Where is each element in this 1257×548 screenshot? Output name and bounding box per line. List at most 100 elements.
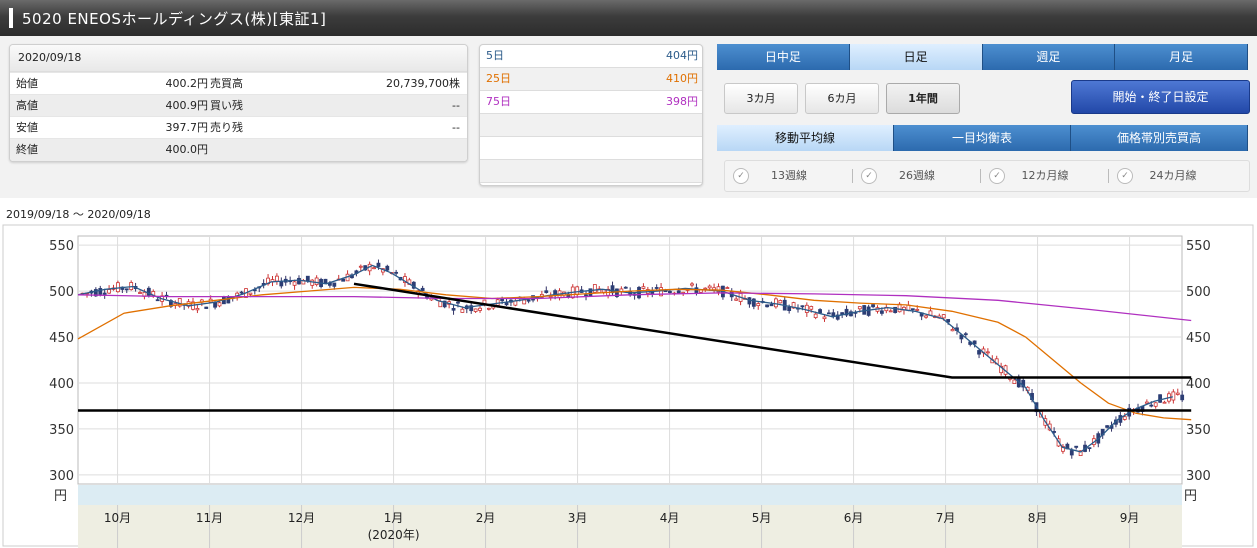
indicator-tabs: 移動平均線 一目均衡表 価格帯別売買高 xyxy=(717,125,1248,151)
y-tick-label: 450 xyxy=(49,331,74,346)
range-button[interactable]: 1年間 xyxy=(886,83,960,114)
x-tick-label: 2月 xyxy=(476,511,496,525)
candle-body xyxy=(486,307,491,310)
page-title: 5020 ENEOSホールディングス(株)[東証1] xyxy=(22,10,327,28)
tab-period[interactable]: 日足 xyxy=(849,44,983,70)
candle-body xyxy=(871,304,875,308)
candle-body xyxy=(155,299,160,302)
set-date-range-button[interactable]: 開始・終了日設定 xyxy=(1071,80,1250,114)
price-date: 2020/09/18 xyxy=(10,45,467,72)
candle-body xyxy=(999,365,1004,374)
candle-body xyxy=(592,284,597,293)
candle-body xyxy=(98,288,103,295)
candle-body xyxy=(946,319,951,323)
ma-line xyxy=(77,286,1192,421)
candle-body xyxy=(575,286,580,296)
candle-body xyxy=(526,299,531,302)
month-axis-band xyxy=(78,505,1182,548)
chart-date-range: 2019/09/18 〜 2020/09/18 xyxy=(6,208,151,221)
x-tick-label: 4月 xyxy=(660,511,680,525)
candle-body xyxy=(544,290,549,293)
ma-row: 75日 398円 xyxy=(480,91,702,114)
ma-value: 398円 xyxy=(666,95,698,108)
candle-body xyxy=(893,306,898,313)
candle-body xyxy=(822,316,827,320)
tab-indicator[interactable]: 一目均衡表 xyxy=(894,125,1071,151)
ma-row-empty xyxy=(480,137,702,160)
candle-body xyxy=(1180,394,1185,401)
x-tick-label: 7月 xyxy=(936,511,956,525)
range-button[interactable]: 6カ月 xyxy=(805,83,879,114)
week-line-checkbox[interactable]: ✓ 24カ月線 xyxy=(1109,161,1237,191)
moving-average-card: 5日 404円 25日 410円 75日 398円 xyxy=(479,44,703,186)
candle-body xyxy=(248,292,253,295)
x-tick-label: 8月 xyxy=(1028,511,1048,525)
price-row: 高値 400.9円 買い残 -- xyxy=(10,94,467,117)
candle-body xyxy=(690,283,694,286)
y-tick-label: 550 xyxy=(49,239,74,254)
candle-body xyxy=(1061,446,1065,452)
y-tick-label: 400 xyxy=(49,377,74,392)
week-line-label: 26週線 xyxy=(899,169,935,182)
candle-body xyxy=(827,312,831,315)
price-value: 20,739,700株 xyxy=(386,77,460,90)
candle-body xyxy=(924,315,928,318)
week-line-checkbox[interactable]: ✓ 26週線 xyxy=(853,161,981,191)
candle-body xyxy=(305,275,310,282)
y-tick-label: 500 xyxy=(1186,285,1211,300)
divider xyxy=(980,169,981,183)
candle-body xyxy=(341,278,346,282)
candle-body xyxy=(107,289,111,294)
x-tick-label: 6月 xyxy=(844,511,864,525)
candle-body xyxy=(1162,401,1167,404)
candle-body xyxy=(385,265,390,271)
candle-body xyxy=(358,265,363,268)
candle-body xyxy=(879,310,884,314)
candle-body xyxy=(615,288,619,297)
candle-body xyxy=(835,314,840,320)
price-label: 安値 xyxy=(16,121,38,134)
candle-body xyxy=(963,333,968,336)
title-bar: 5020 ENEOSホールディングス(株)[東証1] xyxy=(0,0,1257,36)
range-button[interactable]: 3カ月 xyxy=(724,83,798,114)
candle-body xyxy=(522,299,527,305)
candle-body xyxy=(420,287,425,291)
tab-period[interactable]: 月足 xyxy=(1115,44,1248,70)
candle-body xyxy=(372,267,376,270)
candle-body xyxy=(1158,394,1163,403)
x-tick-label: 1月 xyxy=(384,511,404,525)
candle-body xyxy=(1074,445,1079,448)
candle-body xyxy=(734,298,739,301)
candle-body xyxy=(774,298,778,308)
candle-body xyxy=(292,281,297,286)
candle-body xyxy=(310,279,315,286)
candle-body xyxy=(809,306,814,310)
candle-body xyxy=(116,282,120,293)
tab-period[interactable]: 週足 xyxy=(982,44,1116,70)
y-tick-label: 300 xyxy=(49,469,74,484)
ma-value: 410円 xyxy=(666,72,698,85)
week-line-checkbox[interactable]: ✓ 12カ月線 xyxy=(981,161,1109,191)
x-tick-label: 10月 xyxy=(104,511,131,525)
title-accent xyxy=(9,8,13,28)
price-row: 始値 400.2円 売買高 20,739,700株 xyxy=(10,72,467,95)
candle-body xyxy=(654,287,659,289)
candle-body xyxy=(1153,402,1158,407)
candle-body xyxy=(376,262,381,267)
candle-body xyxy=(213,301,217,308)
y-tick-label: 350 xyxy=(1186,423,1211,438)
candle-body xyxy=(332,282,337,287)
tab-indicator[interactable]: 移動平均線 xyxy=(717,125,894,151)
tab-indicator[interactable]: 価格帯別売買高 xyxy=(1071,125,1248,151)
ma-label: 25日 xyxy=(486,72,511,85)
week-line-checkbox[interactable]: ✓ 13週線 xyxy=(725,161,853,191)
price-value: 400.2円 xyxy=(165,77,209,90)
divider xyxy=(1108,169,1109,183)
y-tick-label: 300 xyxy=(1186,469,1211,484)
candle-body xyxy=(177,298,182,307)
price-label: 終値 xyxy=(16,143,38,156)
y-tick-label: 400 xyxy=(1186,377,1211,392)
tab-period[interactable]: 日中足 xyxy=(717,44,850,70)
candle-body xyxy=(102,292,107,295)
candle-body xyxy=(456,301,460,304)
